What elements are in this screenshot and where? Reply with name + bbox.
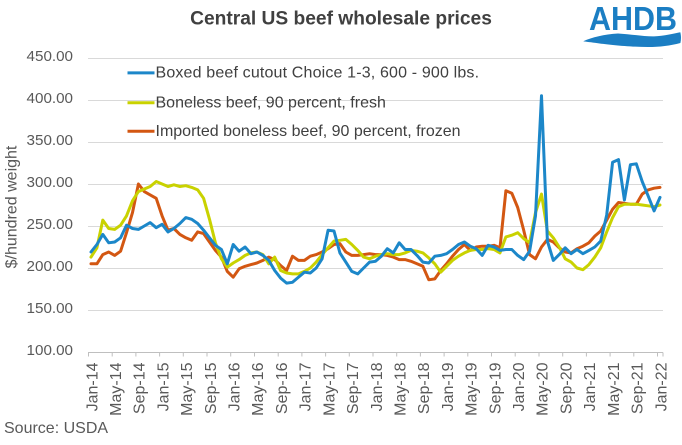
svg-text:Sep-19: Sep-19 — [487, 362, 504, 414]
svg-text:Jan-20: Jan-20 — [511, 362, 528, 411]
svg-text:Sep-17: Sep-17 — [345, 362, 362, 414]
svg-text:350.00: 350.00 — [27, 132, 73, 149]
svg-text:100.00: 100.00 — [27, 342, 73, 359]
svg-text:Jan-15: Jan-15 — [155, 362, 172, 411]
svg-text:Sep-21: Sep-21 — [630, 362, 647, 414]
svg-text:May-19: May-19 — [464, 362, 481, 415]
svg-text:Jan-14: Jan-14 — [84, 362, 101, 411]
svg-text:Jan-21: Jan-21 — [582, 362, 599, 411]
svg-text:Sep-15: Sep-15 — [203, 362, 220, 414]
svg-text:200.00: 200.00 — [27, 258, 73, 275]
svg-text:Jan-19: Jan-19 — [440, 362, 457, 411]
svg-text:Jan-16: Jan-16 — [227, 362, 244, 411]
svg-text:Boxed beef cutout Choice 1-3,: Boxed beef cutout Choice 1-3, 600 - 900 … — [156, 65, 480, 82]
svg-text:AHDB: AHDB — [589, 1, 677, 38]
svg-text:300.00: 300.00 — [27, 174, 73, 191]
svg-text:Sep-14: Sep-14 — [132, 362, 149, 414]
svg-text:Sep-16: Sep-16 — [274, 362, 291, 414]
svg-text:$/hundred weight: $/hundred weight — [4, 145, 21, 268]
svg-text:450.00: 450.00 — [27, 48, 73, 65]
svg-text:Jan-17: Jan-17 — [298, 362, 315, 411]
svg-text:Source: USDA: Source: USDA — [4, 420, 108, 437]
svg-text:Boneless beef, 90 percent, fre: Boneless beef, 90 percent, fresh — [156, 95, 386, 112]
svg-text:Sep-18: Sep-18 — [416, 362, 433, 414]
svg-text:May-20: May-20 — [535, 362, 552, 415]
svg-text:Central US beef wholesale pric: Central US beef wholesale prices — [190, 9, 492, 30]
svg-text:150.00: 150.00 — [27, 300, 73, 317]
svg-text:May-17: May-17 — [321, 362, 338, 415]
svg-text:May-16: May-16 — [250, 362, 267, 415]
svg-text:400.00: 400.00 — [27, 90, 73, 107]
svg-text:May-15: May-15 — [179, 362, 196, 415]
svg-text:Imported boneless beef, 90 per: Imported boneless beef, 90 percent, froz… — [156, 123, 461, 140]
svg-text:Jan-22: Jan-22 — [653, 362, 670, 411]
svg-text:May-18: May-18 — [393, 362, 410, 415]
svg-text:250.00: 250.00 — [27, 216, 73, 233]
svg-text:May-21: May-21 — [606, 362, 623, 415]
svg-text:Sep-20: Sep-20 — [558, 362, 575, 414]
svg-text:Jan-18: Jan-18 — [369, 362, 386, 411]
svg-text:May-14: May-14 — [108, 362, 125, 415]
